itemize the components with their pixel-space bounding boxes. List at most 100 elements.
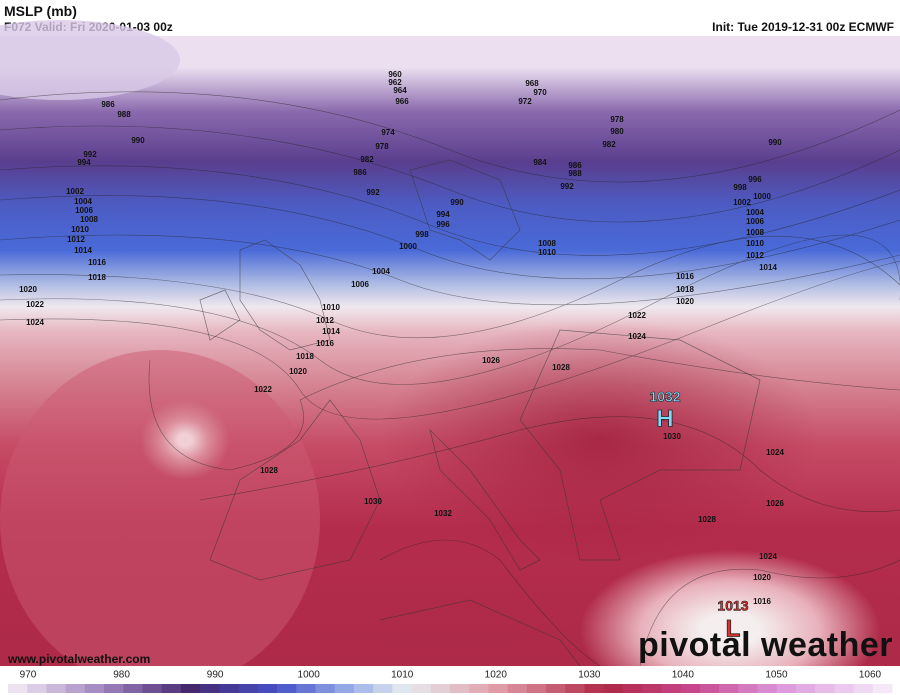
contour-label: 988 [568, 169, 582, 178]
contour-label: 972 [518, 97, 532, 106]
contour-label: 1008 [746, 228, 764, 237]
colorbar-swatch [200, 684, 220, 693]
contour-label: 992 [366, 188, 380, 197]
contour-label: 1004 [372, 267, 390, 276]
colorbar-label: 990 [207, 670, 224, 681]
contour-label: 1010 [71, 225, 89, 234]
colorbar-swatch [507, 684, 528, 693]
contour-label: 1012 [316, 316, 334, 325]
field-shade [140, 400, 230, 480]
colorbar-swatch [392, 684, 413, 693]
contour-label: 1016 [316, 339, 334, 348]
contour-label: 1008 [538, 239, 556, 248]
contour-label: 1016 [676, 272, 694, 281]
colorbar-swatch [584, 684, 605, 693]
colorbar-swatch [699, 684, 720, 693]
contour-label: 1024 [766, 448, 784, 457]
contour-label: 998 [415, 230, 429, 239]
contour-label: 1026 [482, 356, 500, 365]
colorbar-swatch [795, 684, 816, 693]
center-value: 1032 [649, 389, 680, 405]
center-value: 1013 [717, 598, 748, 614]
colorbar-swatch [603, 684, 624, 693]
contour-label: 988 [117, 110, 131, 119]
colorbar-swatch [546, 684, 566, 693]
colorbar-swatch [661, 684, 682, 693]
colorbar-swatch [104, 684, 124, 693]
colorbar-label: 1000 [298, 670, 321, 681]
colorbar-swatch [315, 684, 336, 693]
contour-label: 994 [436, 210, 450, 219]
contour-label: 1016 [753, 597, 771, 606]
contour-label: 1024 [628, 332, 646, 341]
colorbar-label: 1010 [391, 670, 414, 681]
contour-label: 1030 [663, 432, 681, 441]
contour-label: 1030 [364, 497, 382, 506]
contour-label: 996 [436, 220, 450, 229]
contour-label: 986 [568, 161, 582, 170]
contour-label: 1018 [676, 285, 694, 294]
contour-label: 1022 [628, 311, 646, 320]
contour-label: 1000 [753, 192, 771, 201]
field-shade [580, 550, 880, 695]
colorbar-swatch [123, 684, 144, 693]
contour-label: 992 [83, 150, 97, 159]
colorbar-label: 1020 [485, 670, 508, 681]
colorbar-label: 1060 [859, 670, 882, 681]
colorbar-swatch [334, 684, 355, 693]
contour-label: 992 [560, 182, 574, 191]
colorbar-swatch [565, 684, 586, 693]
map-title: MSLP (mb) [4, 3, 77, 19]
colorbar-swatch [84, 684, 105, 693]
contour-label: 986 [353, 168, 367, 177]
contour-label: 1032 [434, 509, 452, 518]
colorbar-swatch [738, 684, 758, 693]
colorbar-swatch [46, 684, 67, 693]
center-symbol: L [726, 615, 741, 642]
contour-label: 1014 [74, 246, 92, 255]
contour-label: 990 [131, 136, 145, 145]
colorbar-swatch [642, 684, 662, 693]
colorbar-label: 980 [113, 670, 130, 681]
contour-label: 1006 [351, 280, 369, 289]
colorbar-swatch [277, 684, 297, 693]
contour-label: 1028 [698, 515, 716, 524]
colorbar-swatch [488, 684, 509, 693]
contour-label: 1014 [322, 327, 340, 336]
center-symbol: H [656, 405, 673, 432]
colorbar-swatch [526, 684, 547, 693]
logo: pivotal weather [638, 626, 894, 664]
contour-label: 1012 [67, 235, 85, 244]
colorbar-swatch [872, 684, 893, 693]
contour-label: 998 [733, 183, 747, 192]
colorbar-swatch [622, 684, 643, 693]
contour-label: 978 [375, 142, 389, 151]
contour-label: 1010 [322, 303, 340, 312]
contour-label: 962 [388, 78, 402, 87]
contour-label: 970 [533, 88, 547, 97]
colorbar-swatch [853, 684, 874, 693]
contour-label: 1010 [538, 248, 556, 257]
colorbar-swatch [142, 684, 163, 693]
contour-label: 1018 [296, 352, 314, 361]
contour-label: 996 [748, 175, 762, 184]
colorbar-swatch [296, 684, 316, 693]
contour-label: 980 [610, 127, 624, 136]
colorbar-swatch [680, 684, 701, 693]
colorbar-swatch [27, 684, 47, 693]
colorbar-swatch [411, 684, 432, 693]
contour-label: 1022 [254, 385, 272, 394]
contour-label: 1016 [88, 258, 106, 267]
contour-label: 1002 [733, 198, 751, 207]
contour-label: 1008 [80, 215, 98, 224]
colorbar-swatch [238, 684, 259, 693]
contour-label: 1024 [759, 552, 777, 561]
field-shade [0, 350, 320, 690]
colorbar-swatch [776, 684, 797, 693]
field-shade [0, 20, 180, 100]
contour-label: 1028 [260, 466, 278, 475]
contour-label: 1028 [552, 363, 570, 372]
field-shade [380, 320, 820, 560]
coastlines [199, 159, 761, 667]
